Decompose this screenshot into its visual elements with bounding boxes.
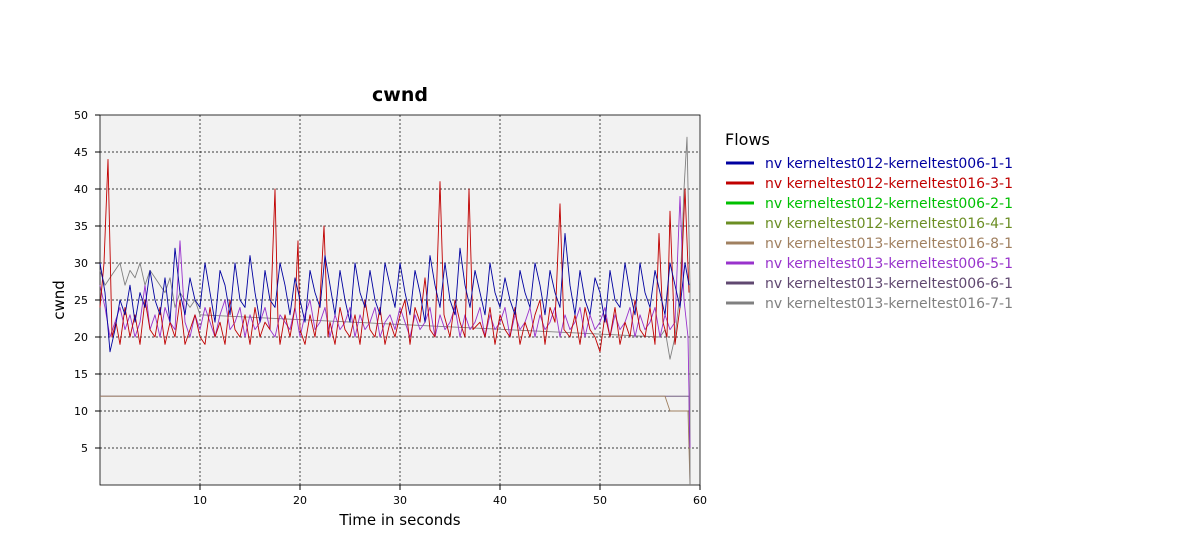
y-tick-label: 40 <box>74 183 88 196</box>
y-tick-label: 5 <box>81 442 88 455</box>
legend-entry: nv kerneltest012-kerneltest006-1-1 <box>765 156 1013 172</box>
series-line-6 <box>99 195 691 449</box>
x-tick-label: 10 <box>193 494 207 507</box>
y-tick-label: 30 <box>74 257 88 270</box>
x-tick-label: 50 <box>593 494 607 507</box>
chart-title: cwnd <box>372 84 428 106</box>
y-tick-label: 50 <box>74 109 88 122</box>
y-tick-label: 45 <box>74 146 88 159</box>
y-tick-label: 10 <box>74 405 88 418</box>
legend-entry: nv kerneltest013-kerneltest016-7-1 <box>765 296 1013 312</box>
legend: Flows nv kerneltest012-kerneltest006-1-1… <box>725 130 1013 312</box>
axes: 10 20 30 40 50 60 5 10 15 20 25 30 35 40 45 50 <box>74 109 707 507</box>
y-tick-label: 25 <box>74 294 88 307</box>
series-line-5 <box>100 395 691 486</box>
series-line-2 <box>99 158 690 353</box>
x-tick-label: 30 <box>393 494 407 507</box>
legend-entry: nv kerneltest012-kerneltest016-3-1 <box>765 176 1013 192</box>
legend-entry: nv kerneltest013-kerneltest006-6-1 <box>765 276 1013 292</box>
x-tick-label: 60 <box>693 494 707 507</box>
legend-entry: nv kerneltest012-kerneltest006-2-1 <box>765 196 1013 212</box>
series-line-1 <box>99 232 690 353</box>
y-tick-label: 20 <box>74 331 88 344</box>
x-tick-label: 40 <box>493 494 507 507</box>
series-layer <box>99 136 691 486</box>
x-axis-label: Time in seconds <box>338 511 460 529</box>
y-tick-label: 35 <box>74 220 88 233</box>
x-tick-label: 20 <box>293 494 307 507</box>
y-axis-label: cwnd <box>50 280 68 320</box>
legend-entry: nv kerneltest013-kerneltest006-5-1 <box>765 256 1013 272</box>
legend-entry: nv kerneltest012-kerneltest016-4-1 <box>765 216 1013 232</box>
y-tick-label: 15 <box>74 368 88 381</box>
legend-entry: nv kerneltest013-kerneltest016-8-1 <box>765 236 1013 252</box>
legend-title: Flows <box>725 130 770 149</box>
series-line-8 <box>99 136 691 485</box>
